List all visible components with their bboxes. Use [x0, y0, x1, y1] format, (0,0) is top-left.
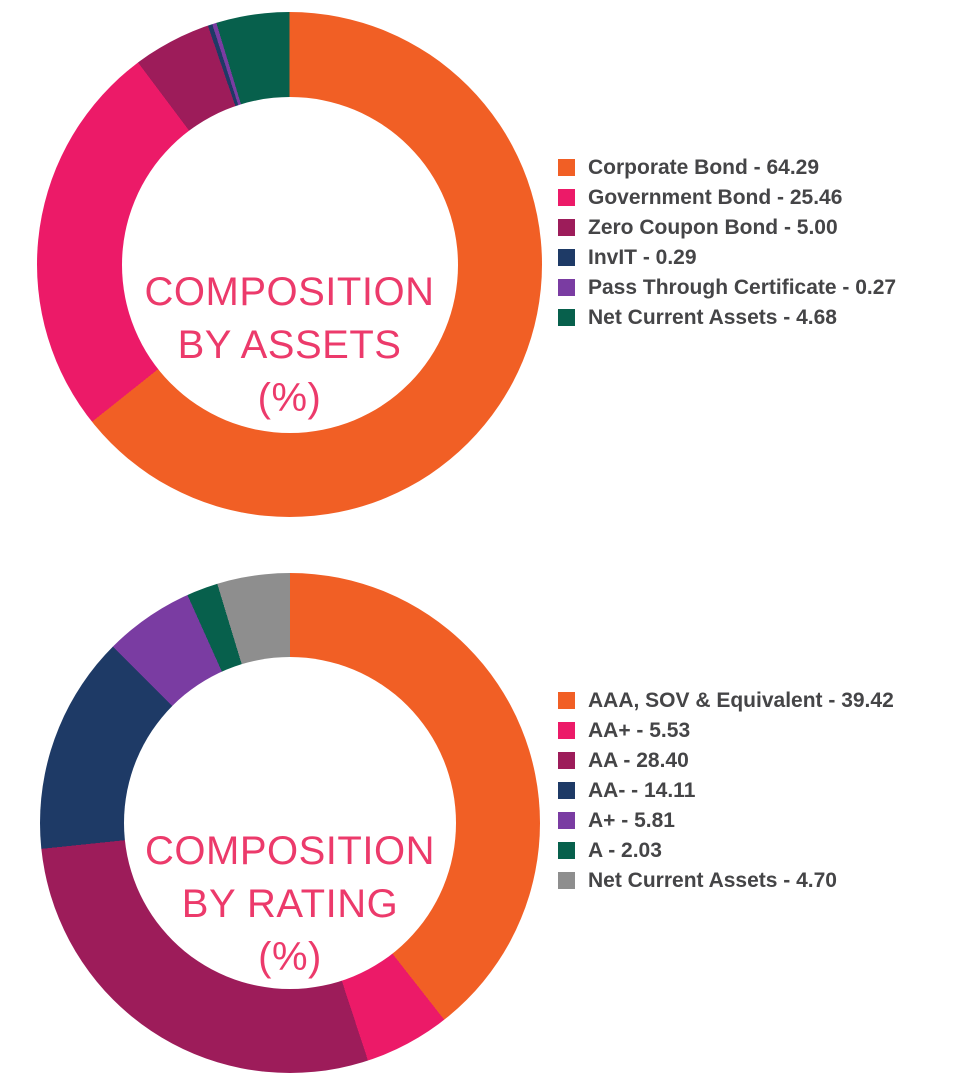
chart-title-line: (%)	[257, 376, 322, 421]
chart-title-line: BY RATING	[181, 881, 399, 926]
legend-swatch	[558, 782, 575, 799]
legend-item: InvIT - 0.29	[558, 243, 959, 273]
legend-swatch	[558, 722, 575, 739]
legend-label: InvIT - 0.29	[588, 246, 697, 269]
legend-swatch	[558, 872, 575, 889]
rating-chart-title: COMPOSITION BY RATING (%)	[38, 825, 543, 984]
assets-donut-chart: COMPOSITION BY ASSETS (%)	[37, 12, 542, 517]
legend-item: AA- - 14.11	[558, 776, 918, 806]
legend-label: AA- - 14.11	[588, 779, 696, 802]
legend-swatch	[558, 309, 575, 326]
legend-label: A - 2.03	[588, 839, 662, 862]
legend-swatch	[558, 159, 575, 176]
legend-item: Pass Through Certificate - 0.27	[558, 273, 959, 303]
legend-item: Government Bond - 25.46	[558, 183, 959, 213]
legend-item: A+ - 5.81	[558, 806, 918, 836]
legend-swatch	[558, 189, 575, 206]
rating-donut-hole: COMPOSITION BY RATING (%)	[124, 657, 456, 989]
legend-item: AA - 28.40	[558, 746, 918, 776]
legend-label: Net Current Assets - 4.70	[588, 869, 837, 892]
assets-donut-hole: COMPOSITION BY ASSETS (%)	[121, 96, 458, 433]
chart-title-line: BY ASSETS	[177, 323, 402, 368]
legend-label: AAA, SOV & Equivalent - 39.42	[588, 689, 894, 712]
legend-swatch	[558, 219, 575, 236]
chart-title-line: COMPOSITION	[144, 270, 435, 315]
legend-label: Zero Coupon Bond - 5.00	[588, 216, 838, 239]
chart-title-line: (%)	[258, 934, 322, 979]
legend-swatch	[558, 842, 575, 859]
legend-swatch	[558, 752, 575, 769]
legend-item: AAA, SOV & Equivalent - 39.42	[558, 686, 918, 716]
assets-chart-title: COMPOSITION BY ASSETS (%)	[37, 266, 542, 425]
legend-label: AA+ - 5.53	[588, 719, 691, 742]
legend-label: Pass Through Certificate - 0.27	[588, 276, 897, 299]
rating-legend: AAA, SOV & Equivalent - 39.42 AA+ - 5.53 A…	[558, 686, 918, 896]
assets-legend: Corporate Bond - 64.29 Government Bond - …	[558, 153, 959, 333]
legend-item: A - 2.03	[558, 836, 918, 866]
legend-item: Net Current Assets - 4.68	[558, 303, 959, 333]
rating-donut-chart: COMPOSITION BY RATING (%)	[40, 573, 540, 1073]
legend-label: AA - 28.40	[588, 749, 689, 772]
legend-item: Zero Coupon Bond - 5.00	[558, 213, 959, 243]
legend-swatch	[558, 692, 575, 709]
legend-swatch	[558, 249, 575, 266]
legend-swatch	[558, 812, 575, 829]
legend-item: Corporate Bond - 64.29	[558, 153, 959, 183]
legend-item: AA+ - 5.53	[558, 716, 918, 746]
legend-label: A+ - 5.81	[588, 809, 675, 832]
legend-label: Net Current Assets - 4.68	[588, 306, 837, 329]
legend-label: Government Bond - 25.46	[588, 186, 843, 209]
legend-label: Corporate Bond - 64.29	[588, 156, 820, 179]
legend-item: Net Current Assets - 4.70	[558, 866, 918, 896]
chart-title-line: COMPOSITION	[145, 828, 435, 873]
legend-swatch	[558, 279, 575, 296]
